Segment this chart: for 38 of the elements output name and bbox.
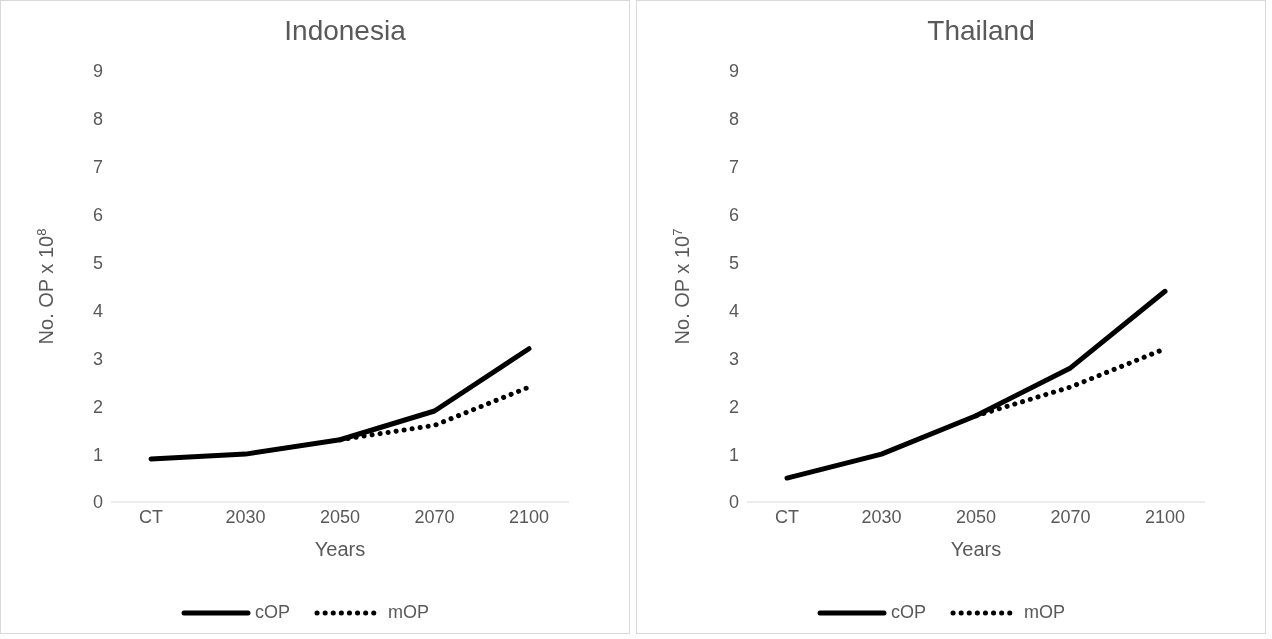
legend-label: mOP [1024, 602, 1066, 623]
y-tick-label: 1 [728, 444, 739, 465]
y-tick-label: 4 [92, 300, 103, 321]
y-tick-label: 5 [728, 252, 739, 273]
y-tick-label: 0 [728, 492, 739, 513]
x-tick-label: 2030 [225, 506, 266, 527]
legend-label: mOP [388, 602, 430, 623]
x-tick-label: CT [139, 506, 163, 527]
y-tick-label: 7 [728, 157, 739, 178]
y-tick-label: 1 [92, 444, 103, 465]
x-tick-label: 2070 [414, 506, 455, 527]
legend-label: cOP [254, 602, 290, 623]
y-tick-label: 2 [728, 396, 739, 417]
x-tick-label: 2100 [508, 506, 550, 527]
y-tick-label: 9 [92, 61, 103, 82]
chart-title: Indonesia [283, 15, 407, 47]
y-tick-label: 2 [92, 396, 103, 417]
y-tick-label: 3 [728, 348, 739, 369]
y-tick-label: 5 [92, 252, 103, 273]
chart-title: Thailand [926, 15, 1036, 47]
x-tick-label: 2030 [861, 506, 902, 527]
y-tick-label: 8 [92, 109, 103, 130]
y-tick-label: 6 [92, 205, 103, 226]
y-tick-label: 8 [728, 109, 739, 130]
x-axis-title: Years [950, 538, 1002, 561]
y-tick-label: 3 [92, 348, 103, 369]
x-tick-label: 2100 [1144, 506, 1186, 527]
legend-label: cOP [890, 602, 926, 623]
x-tick-label: 2050 [319, 506, 361, 527]
y-tick-label: 6 [728, 205, 739, 226]
x-tick-label: 2070 [1050, 506, 1091, 527]
y-tick-label: 4 [728, 300, 739, 321]
x-axis-title: Years [314, 538, 366, 561]
y-tick-label: 0 [92, 492, 103, 513]
x-tick-label: CT [775, 506, 799, 527]
y-tick-label: 9 [728, 61, 739, 82]
y-tick-label: 7 [92, 157, 103, 178]
x-tick-label: 2050 [955, 506, 997, 527]
